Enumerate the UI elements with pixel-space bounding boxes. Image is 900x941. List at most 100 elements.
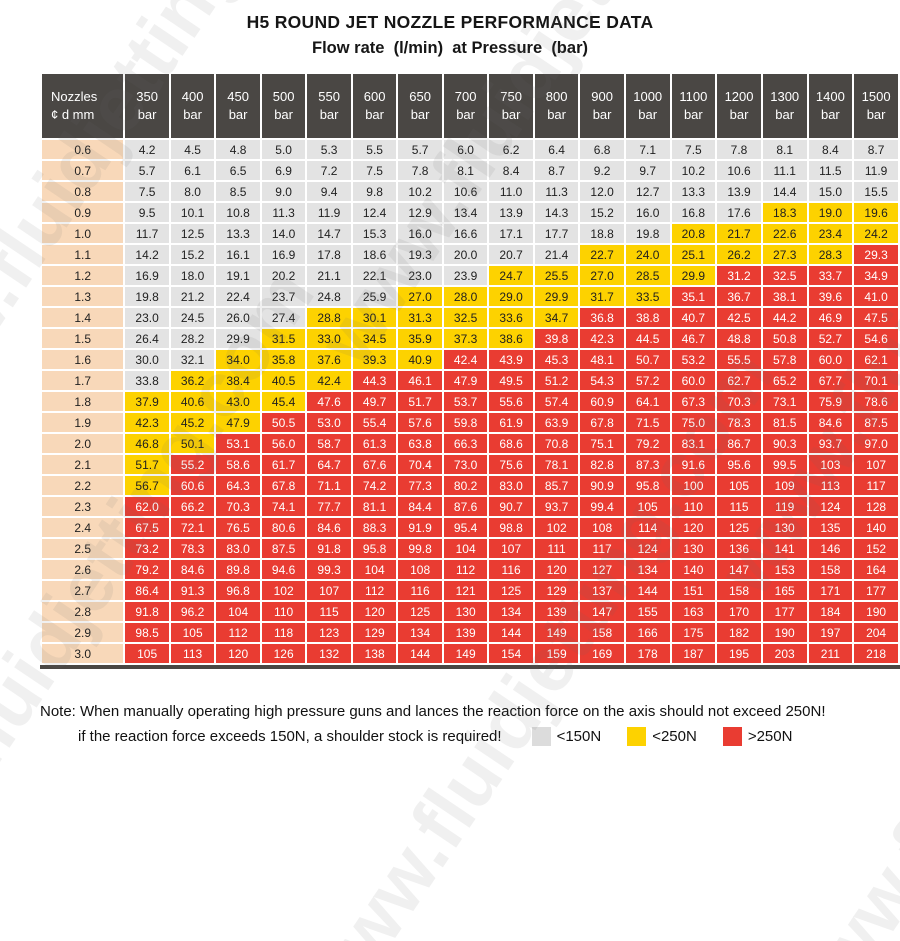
table-row: 0.9 9.5 10.1 10.8 11.3 11.9 12.4 12.9 13.4 13.9 14…: [42, 203, 898, 222]
flow-value-cell: 31.7: [580, 287, 624, 306]
flow-value-cell: 187: [671, 644, 716, 663]
flow-value-cell: 46.9: [808, 308, 853, 327]
flow-value-cell: 40.7: [671, 308, 716, 327]
flow-value-cell: 70.8: [534, 434, 579, 453]
flow-value-cell: 46.7: [671, 329, 716, 348]
flow-value-cell: 29.9: [216, 329, 260, 348]
flow-value-cell: 64.3: [216, 476, 260, 495]
flow-value-cell: 9.7: [625, 161, 670, 180]
flow-value-cell: 42.4: [307, 371, 351, 390]
flow-value-cell: 33.6: [489, 308, 533, 327]
flow-value-cell: 118: [261, 623, 306, 642]
flow-value-cell: 7.1: [625, 140, 670, 159]
flow-value-cell: 55.4: [352, 413, 397, 432]
flow-value-cell: 51.7: [398, 392, 442, 411]
flow-value-cell: 12.5: [170, 224, 215, 243]
flow-value-cell: 119: [762, 497, 807, 516]
flow-value-cell: 169: [580, 644, 624, 663]
flow-value-cell: 27.0: [398, 287, 442, 306]
pressure-header-cell: 550 bar: [307, 74, 351, 138]
flow-value-cell: 60.0: [808, 350, 853, 369]
flow-value-cell: 135: [808, 518, 853, 537]
flow-value-cell: 84.6: [808, 413, 853, 432]
flow-value-cell: 29.9: [671, 266, 716, 285]
flow-value-cell: 70.3: [717, 392, 761, 411]
flow-value-cell: 43.9: [489, 350, 533, 369]
flow-value-cell: 61.3: [352, 434, 397, 453]
flow-value-cell: 121: [443, 581, 488, 600]
flow-value-cell: 123: [307, 623, 351, 642]
flow-value-cell: 20.8: [671, 224, 716, 243]
pressure-header-cell: 1400 bar: [808, 74, 853, 138]
table-row: 2.9 98.5 105 112 118 123 129 134 139 144 149 158 166…: [42, 623, 898, 642]
flow-value-cell: 6.0: [443, 140, 488, 159]
flow-value-cell: 16.1: [216, 245, 260, 264]
flow-value-cell: 158: [580, 623, 624, 642]
flow-value-cell: 149: [534, 623, 579, 642]
flow-value-cell: 77.7: [307, 497, 351, 516]
flow-value-cell: 159: [534, 644, 579, 663]
flow-value-cell: 9.5: [125, 203, 169, 222]
flow-value-cell: 13.3: [671, 182, 716, 201]
legend-item: >250N: [722, 727, 792, 746]
flow-value-cell: 147: [717, 560, 761, 579]
nozzle-diameter-cell: 0.9: [42, 203, 124, 222]
flow-value-cell: 149: [443, 644, 488, 663]
flow-value-cell: 96.8: [216, 581, 260, 600]
flow-value-cell: 8.7: [534, 161, 579, 180]
flow-value-cell: 6.4: [534, 140, 579, 159]
flow-value-cell: 107: [854, 455, 898, 474]
flow-value-cell: 113: [170, 644, 215, 663]
flow-value-cell: 190: [854, 602, 898, 621]
flow-value-cell: 91.8: [125, 602, 169, 621]
flow-value-cell: 56.0: [261, 434, 306, 453]
flow-value-cell: 99.5: [762, 455, 807, 474]
flow-value-cell: 100: [671, 476, 716, 495]
flow-value-cell: 31.5: [261, 329, 306, 348]
flow-value-cell: 91.3: [170, 581, 215, 600]
table-row: 1.1 14.2 15.2 16.1 16.9 17.8 18.6 19.3 20.0 20.7 2…: [42, 245, 898, 264]
flow-value-cell: 120: [671, 518, 716, 537]
flow-value-cell: 91.6: [671, 455, 716, 474]
flow-value-cell: 158: [808, 560, 853, 579]
flow-value-cell: 98.8: [489, 518, 533, 537]
flow-value-cell: 32.5: [762, 266, 807, 285]
flow-value-cell: 115: [717, 497, 761, 516]
flow-value-cell: 125: [398, 602, 442, 621]
flow-value-cell: 171: [808, 581, 853, 600]
flow-value-cell: 195: [717, 644, 761, 663]
flow-value-cell: 50.1: [170, 434, 215, 453]
flow-value-cell: 203: [762, 644, 807, 663]
flow-value-cell: 114: [625, 518, 670, 537]
flow-value-cell: 10.6: [443, 182, 488, 201]
flow-value-cell: 12.0: [580, 182, 624, 201]
flow-value-cell: 7.8: [717, 140, 761, 159]
flow-value-cell: 182: [717, 623, 761, 642]
flow-value-cell: 51.2: [534, 371, 579, 390]
flow-value-cell: 6.2: [489, 140, 533, 159]
flow-value-cell: 61.9: [489, 413, 533, 432]
flow-value-cell: 34.9: [854, 266, 898, 285]
flow-value-cell: 94.6: [261, 560, 306, 579]
flow-value-cell: 126: [261, 644, 306, 663]
flow-value-cell: 184: [808, 602, 853, 621]
flow-value-cell: 44.5: [625, 329, 670, 348]
flow-value-cell: 48.1: [580, 350, 624, 369]
flow-value-cell: 71.1: [307, 476, 351, 495]
flow-value-cell: 11.1: [762, 161, 807, 180]
flow-value-cell: 136: [717, 539, 761, 558]
flow-value-cell: 89.8: [216, 560, 260, 579]
flow-value-cell: 26.0: [216, 308, 260, 327]
flow-value-cell: 146: [808, 539, 853, 558]
flow-value-cell: 20.0: [443, 245, 488, 264]
flow-value-cell: 9.4: [307, 182, 351, 201]
nozzle-diameter-cell: 2.8: [42, 602, 124, 621]
flow-value-cell: 153: [762, 560, 807, 579]
table-row: 1.5 26.4 28.2 29.9 31.5 33.0 34.5 35.9 37.3 38.6 3…: [42, 329, 898, 348]
flow-value-cell: 40.6: [170, 392, 215, 411]
flow-value-cell: 52.7: [808, 329, 853, 348]
force-legend: <150N <250N >250N: [531, 727, 819, 746]
flow-value-cell: 8.4: [489, 161, 533, 180]
nozzle-diameter-cell: 2.0: [42, 434, 124, 453]
flow-value-cell: 111: [534, 539, 579, 558]
